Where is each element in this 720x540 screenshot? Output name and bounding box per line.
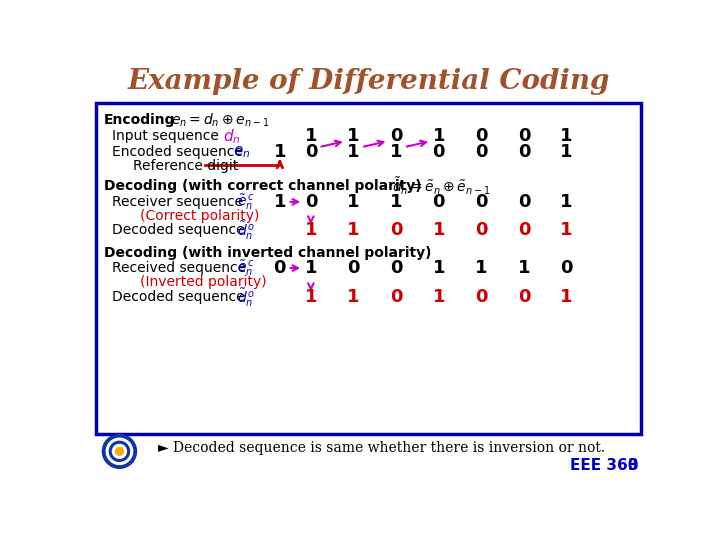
Text: Reference digit: Reference digit (132, 159, 238, 173)
Circle shape (107, 438, 132, 464)
Text: $\tilde{d}^{\,o}_{n}$: $\tilde{d}^{\,o}_{n}$ (238, 219, 256, 242)
Text: 1: 1 (560, 143, 573, 161)
Text: Example of Differential Coding: Example of Differential Coding (128, 68, 610, 95)
Text: Input sequence: Input sequence (112, 130, 219, 144)
Text: Received sequence: Received sequence (112, 261, 246, 275)
Text: 1: 1 (433, 259, 445, 277)
Text: 1: 1 (433, 221, 445, 239)
Text: $\tilde{e}^{\,c}_{n}$: $\tilde{e}^{\,c}_{n}$ (238, 258, 255, 278)
Text: 1: 1 (274, 193, 286, 211)
Text: 1: 1 (305, 127, 317, 145)
Text: 0: 0 (347, 259, 360, 277)
Text: 1: 1 (305, 288, 317, 306)
Text: 0: 0 (433, 193, 445, 211)
Circle shape (116, 448, 123, 455)
Text: 0: 0 (390, 259, 402, 277)
Text: 1: 1 (347, 288, 360, 306)
Text: 0: 0 (475, 143, 487, 161)
Text: Decoded sequence: Decoded sequence (112, 291, 244, 305)
Text: 0: 0 (518, 127, 530, 145)
Text: EEE 360: EEE 360 (570, 458, 639, 472)
Circle shape (109, 441, 130, 461)
Text: 0: 0 (305, 143, 317, 161)
Text: 0: 0 (274, 259, 286, 277)
Text: 1: 1 (560, 221, 573, 239)
Text: (Correct polarity): (Correct polarity) (140, 209, 260, 222)
Text: 3: 3 (628, 458, 639, 472)
Text: 1: 1 (560, 288, 573, 306)
Text: 1: 1 (305, 259, 317, 277)
Text: $d_n$: $d_n$ (223, 127, 241, 146)
Text: Encoding: Encoding (104, 113, 176, 127)
Text: 1: 1 (560, 193, 573, 211)
Text: $e_n$: $e_n$ (233, 144, 251, 160)
Text: 1: 1 (433, 127, 445, 145)
Text: Decoding (with inverted channel polarity): Decoding (with inverted channel polarity… (104, 246, 431, 260)
Text: 0: 0 (433, 143, 445, 161)
Text: 0: 0 (475, 221, 487, 239)
Text: 1: 1 (390, 143, 402, 161)
Text: 1: 1 (347, 127, 360, 145)
Text: 0: 0 (390, 221, 402, 239)
Text: 1: 1 (475, 259, 487, 277)
Text: 0: 0 (518, 193, 530, 211)
Text: 1: 1 (390, 193, 402, 211)
Circle shape (102, 434, 137, 468)
Text: Encoded sequence: Encoded sequence (112, 145, 243, 159)
Text: $e_n = d_n \oplus e_{n-1}$: $e_n = d_n \oplus e_{n-1}$ (171, 112, 270, 129)
Text: 1: 1 (560, 127, 573, 145)
Text: 1: 1 (347, 221, 360, 239)
Text: 1: 1 (305, 221, 317, 239)
Text: Decoded sequence: Decoded sequence (112, 224, 244, 238)
Text: 1: 1 (433, 288, 445, 306)
Text: 0: 0 (475, 193, 487, 211)
Text: $\tilde{e}^{\,c}_{n}$: $\tilde{e}^{\,c}_{n}$ (238, 192, 255, 212)
Text: ► Decoded sequence is same whether there is inversion or not.: ► Decoded sequence is same whether there… (158, 441, 606, 455)
Text: $\tilde{d}_n = \tilde{e}_n \oplus \tilde{e}_{n-1}$: $\tilde{d}_n = \tilde{e}_n \oplus \tilde… (392, 176, 491, 197)
Text: 0: 0 (518, 143, 530, 161)
Text: 0: 0 (560, 259, 573, 277)
Text: 1: 1 (518, 259, 530, 277)
Text: 0: 0 (518, 221, 530, 239)
Text: 0: 0 (475, 288, 487, 306)
Text: $\tilde{d}^{\,o}_{n}$: $\tilde{d}^{\,o}_{n}$ (238, 286, 256, 309)
Text: 1: 1 (274, 143, 286, 161)
Text: 0: 0 (518, 288, 530, 306)
Text: Receiver sequence: Receiver sequence (112, 195, 243, 209)
Text: (Inverted polarity): (Inverted polarity) (140, 275, 267, 289)
Text: 0: 0 (475, 127, 487, 145)
Circle shape (112, 444, 127, 458)
Text: 0: 0 (305, 193, 317, 211)
Text: 0: 0 (390, 127, 402, 145)
FancyBboxPatch shape (96, 103, 641, 434)
Text: 1: 1 (347, 143, 360, 161)
Text: Decoding (with correct channel polarity): Decoding (with correct channel polarity) (104, 179, 422, 193)
Text: 0: 0 (390, 288, 402, 306)
Text: 1: 1 (347, 193, 360, 211)
